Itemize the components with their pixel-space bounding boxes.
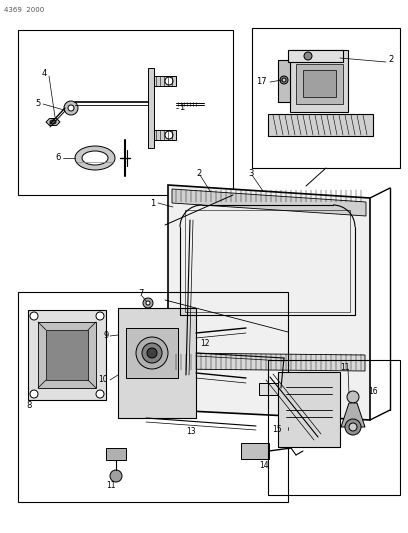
Polygon shape <box>172 189 366 216</box>
Text: 6: 6 <box>55 154 60 163</box>
Ellipse shape <box>110 470 122 482</box>
Ellipse shape <box>30 390 38 398</box>
Ellipse shape <box>82 151 108 165</box>
Ellipse shape <box>30 312 38 320</box>
Ellipse shape <box>349 423 357 431</box>
Text: 16: 16 <box>368 387 378 397</box>
Text: 13: 13 <box>186 427 195 437</box>
Text: 8: 8 <box>26 400 31 409</box>
Polygon shape <box>126 328 178 378</box>
Text: 15: 15 <box>272 425 282 434</box>
Polygon shape <box>28 310 106 400</box>
Polygon shape <box>154 76 176 86</box>
Polygon shape <box>241 443 269 459</box>
Polygon shape <box>303 70 336 97</box>
Text: 5: 5 <box>35 99 40 108</box>
Ellipse shape <box>147 348 157 358</box>
Polygon shape <box>278 372 340 447</box>
Text: 1: 1 <box>150 198 155 207</box>
Polygon shape <box>118 308 196 418</box>
Ellipse shape <box>96 390 104 398</box>
Text: 12: 12 <box>200 340 209 349</box>
Text: 10: 10 <box>98 376 108 384</box>
Polygon shape <box>288 50 343 62</box>
Ellipse shape <box>64 101 78 115</box>
Polygon shape <box>154 130 176 140</box>
Text: 11: 11 <box>106 481 115 490</box>
Bar <box>268 360 400 495</box>
Polygon shape <box>268 114 373 136</box>
Ellipse shape <box>50 120 56 124</box>
Polygon shape <box>278 60 290 102</box>
Text: 2: 2 <box>196 168 201 177</box>
Polygon shape <box>46 330 88 380</box>
Polygon shape <box>46 118 60 125</box>
Ellipse shape <box>165 131 173 139</box>
Text: 4: 4 <box>42 69 47 78</box>
Ellipse shape <box>142 343 162 363</box>
Text: 1: 1 <box>179 103 184 112</box>
Bar <box>252 28 400 168</box>
Text: 2: 2 <box>388 55 393 64</box>
Ellipse shape <box>282 78 286 82</box>
Polygon shape <box>296 64 343 104</box>
Bar <box>18 292 288 502</box>
Polygon shape <box>290 50 348 112</box>
Bar <box>259 383 279 395</box>
Text: 11: 11 <box>340 362 350 372</box>
Ellipse shape <box>345 419 361 435</box>
Text: 14: 14 <box>259 461 268 470</box>
Polygon shape <box>106 448 126 460</box>
Ellipse shape <box>68 105 74 111</box>
Ellipse shape <box>143 298 153 308</box>
Ellipse shape <box>280 76 288 84</box>
Text: 9: 9 <box>103 332 108 341</box>
Ellipse shape <box>75 146 115 170</box>
Ellipse shape <box>304 52 312 60</box>
Ellipse shape <box>146 301 150 305</box>
Text: 17: 17 <box>256 77 266 86</box>
Text: 7: 7 <box>138 289 143 298</box>
Polygon shape <box>168 185 370 420</box>
Polygon shape <box>148 68 154 148</box>
Ellipse shape <box>136 337 168 369</box>
Polygon shape <box>341 403 365 427</box>
Text: 3: 3 <box>248 168 253 177</box>
Bar <box>18 30 233 195</box>
Polygon shape <box>38 322 96 388</box>
Polygon shape <box>173 353 365 371</box>
Ellipse shape <box>347 391 359 403</box>
Ellipse shape <box>165 77 173 85</box>
Text: 4369  2000: 4369 2000 <box>4 7 44 13</box>
Ellipse shape <box>96 312 104 320</box>
